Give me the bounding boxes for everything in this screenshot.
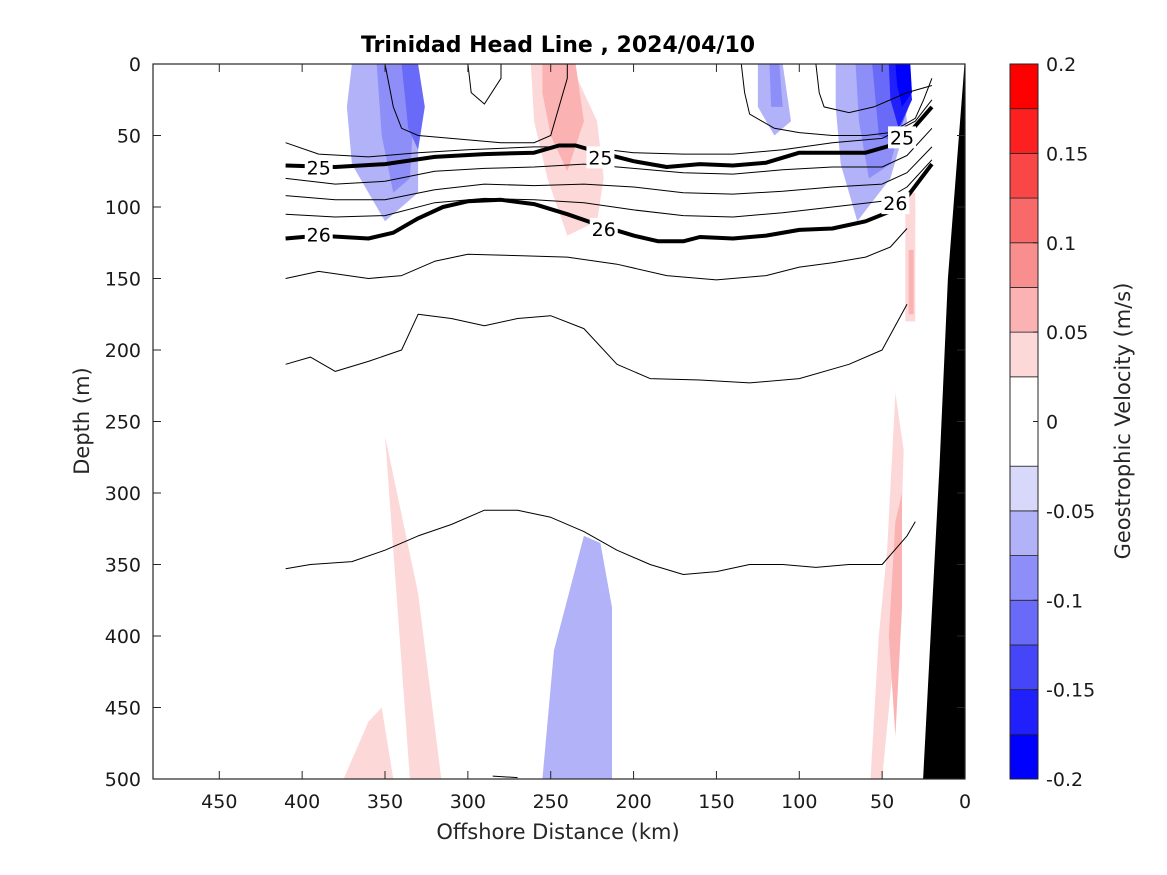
colorbar-swatch-11: [1009, 197, 1039, 244]
contour-label-3: 26: [307, 225, 331, 247]
density-contour-6: [285, 228, 908, 281]
colorbar-swatch-0: [1009, 733, 1039, 780]
colorbar-tick-label: -0.15: [1046, 680, 1095, 702]
velocity-fill-layer: [343, 64, 916, 779]
x-tick-label: 450: [201, 791, 237, 813]
density-contour-2: [285, 127, 933, 185]
surface-contour-2: [740, 64, 933, 136]
x-tick-label: 100: [781, 791, 817, 813]
colorbar-tick-label: -0.2: [1046, 769, 1083, 791]
contour-label-1: 25: [588, 147, 612, 169]
surface-contour-0: [467, 64, 502, 105]
y-tick-label: 100: [105, 197, 141, 219]
surface-contour-1: [384, 64, 568, 144]
colorbar-swatch-9: [1009, 287, 1039, 333]
colorbar-swatch-1: [1009, 689, 1039, 735]
x-tick-label: 50: [870, 791, 894, 813]
x-tick-label: 350: [367, 791, 403, 813]
density-contour-9: [492, 775, 518, 779]
density-contour-7: [285, 303, 908, 384]
y-tick-label: 0: [129, 54, 141, 76]
velocity-region-2: [401, 64, 425, 150]
x-tick-label: 150: [698, 791, 734, 813]
y-tick-label: 200: [105, 340, 141, 362]
colorbar-tick-label: 0.15: [1046, 143, 1088, 165]
y-tick-label: 500: [105, 769, 141, 791]
contour-label-0: 25: [307, 157, 331, 179]
seafloor-shelf: [923, 64, 965, 779]
velocity-region-18: [888, 493, 902, 737]
x-tick-label: 250: [533, 791, 569, 813]
contour-label-4: 26: [592, 219, 616, 241]
velocity-region-16: [542, 535, 612, 779]
velocity-region-6: [769, 64, 783, 107]
colorbar-swatch-4: [1009, 555, 1039, 601]
density-contour-3: [285, 146, 933, 201]
colorbar-label: Geostrophic Velocity (m/s): [1111, 283, 1135, 560]
y-axis: 0 50 100 150 200 250 300 350 400 450 500: [105, 54, 965, 791]
density-contour-0: [285, 99, 933, 158]
x-tick-label: 400: [284, 791, 320, 813]
x-axis: 450 400 350 300 250 200 150 100 50 0: [201, 64, 971, 813]
colorbar-swatch-10: [1009, 242, 1039, 288]
y-tick-label: 300: [105, 483, 141, 505]
density-contour-4: [285, 159, 933, 218]
bathymetry-layer: [923, 64, 965, 779]
colorbar-tick-label: 0.2: [1046, 54, 1076, 76]
colorbar-swatch-2: [1009, 644, 1039, 691]
colorbar-swatches: [1009, 63, 1039, 780]
colorbar-swatch-13: [1009, 108, 1039, 154]
contour-label-bg-1: [586, 146, 615, 169]
colorbar-swatch-6: [1009, 465, 1039, 512]
contour-label-layer: 25 25 25 26 26 26: [304, 126, 917, 247]
velocity-region-14: [385, 435, 442, 779]
density-contour-8: [285, 509, 916, 575]
contour-label-bg-3: [304, 223, 333, 246]
contour-label-2: 25: [890, 127, 914, 149]
colorbar-swatch-5: [1009, 510, 1039, 556]
contour-label-bg-2: [888, 126, 917, 149]
y-tick-label: 150: [105, 269, 141, 291]
colorbar-ticks: -0.2 -0.15 -0.1 -0.05 0 0.05 0.1 0.15 0.2: [1033, 54, 1095, 791]
density-contour-layer: [285, 64, 934, 779]
y-tick-label: 400: [105, 626, 141, 648]
contour-label-bg-0: [304, 156, 333, 179]
colorbar-tick-label: -0.05: [1046, 501, 1095, 523]
velocity-region-17: [870, 392, 904, 779]
colorbar-swatch-12: [1009, 152, 1039, 199]
colorbar-tick-label: 0.1: [1046, 233, 1076, 255]
x-tick-label: 200: [615, 791, 651, 813]
colorbar-swatch-8: [1009, 331, 1039, 378]
velocity-region-13: [908, 249, 914, 315]
colorbar-tick-label: -0.1: [1046, 590, 1083, 612]
plot-area: 25 25 25 26 26 26: [152, 63, 966, 780]
x-tick-label: 0: [959, 791, 971, 813]
density-contour-1: [285, 105, 934, 169]
contour-label-bg-5: [881, 192, 910, 215]
chart-title: Trinidad Head Line , 2024/04/10: [361, 33, 755, 58]
y-tick-label: 250: [105, 412, 141, 434]
colorbar-tick-label: 0.05: [1046, 322, 1088, 344]
y-tick-label: 350: [105, 555, 141, 577]
y-tick-label: 450: [105, 698, 141, 720]
y-axis-label: Depth (m): [70, 367, 94, 474]
contour-label-bg-4: [589, 217, 618, 240]
colorbar-swatch-3: [1009, 599, 1039, 646]
x-axis-label: Offshore Distance (km): [436, 820, 679, 844]
y-tick-label: 50: [117, 126, 141, 148]
x-tick-label: 300: [450, 791, 486, 813]
contour-label-5: 26: [883, 193, 907, 215]
colorbar-tick-label: 0: [1046, 412, 1058, 434]
colorbar-swatch-14: [1009, 63, 1039, 110]
density-contour-5: [285, 162, 934, 244]
colorbar: -0.2 -0.15 -0.1 -0.05 0 0.05 0.1 0.15 0.2 Geostr…: [1009, 54, 1135, 791]
surface-contour-3: [815, 64, 933, 114]
velocity-region-15: [343, 707, 394, 779]
